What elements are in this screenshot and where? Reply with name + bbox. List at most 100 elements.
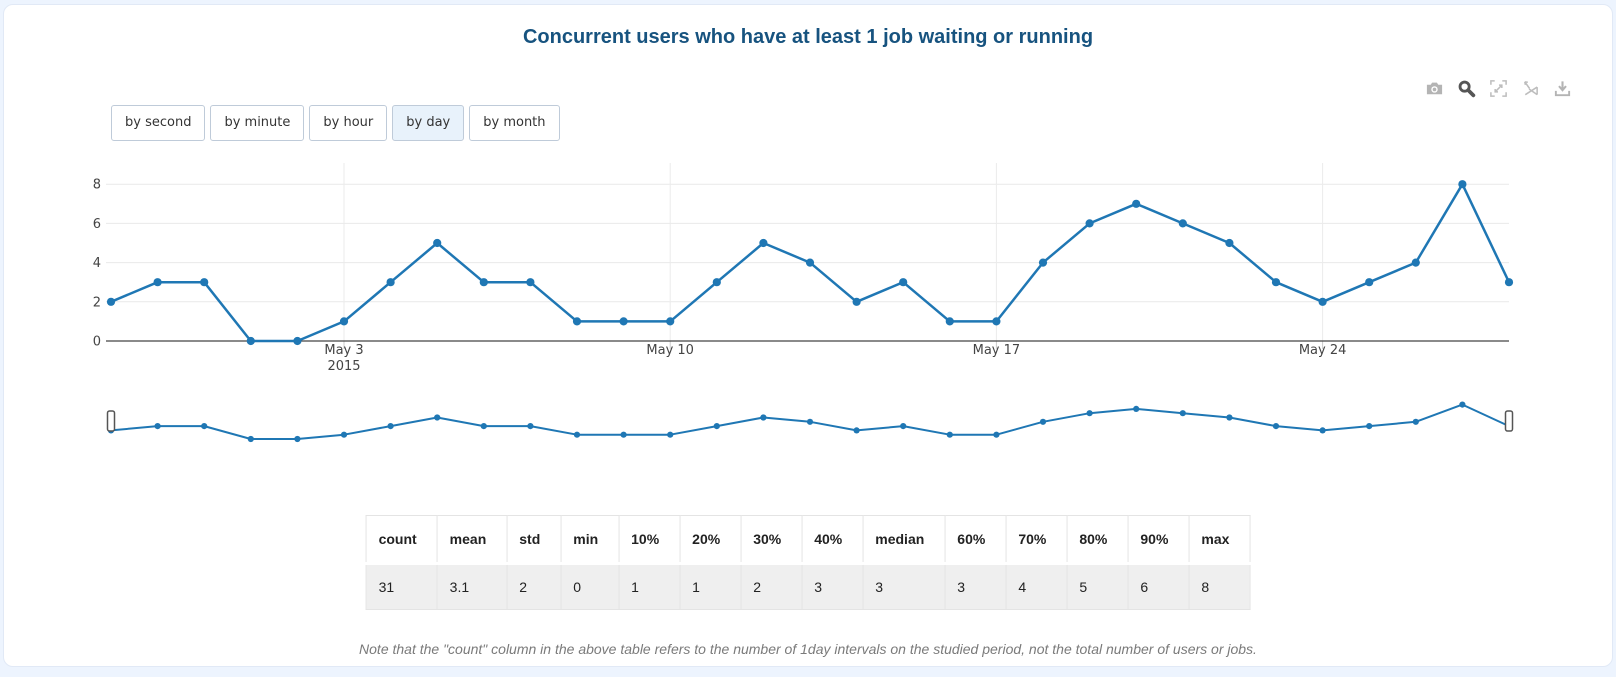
- data-point[interactable]: [386, 278, 395, 287]
- stats-header-cell: mean: [436, 515, 508, 564]
- x-tick-label: May 17: [973, 343, 1021, 358]
- rangeslider-point: [480, 423, 487, 430]
- rangeslider-point: [1366, 423, 1373, 430]
- data-point[interactable]: [619, 317, 628, 326]
- rangeslider-point: [294, 435, 301, 443]
- stats-header-row: count mean std min 10% 20% 30% 40% median 60% 70% 8…: [365, 515, 1251, 564]
- data-point[interactable]: [433, 238, 442, 248]
- interval-button-by-month[interactable]: by month: [469, 105, 560, 142]
- data-point[interactable]: [805, 258, 815, 267]
- rangeslider-point: [527, 423, 534, 430]
- stats-value-cell: 1: [679, 562, 742, 610]
- data-point[interactable]: [1225, 238, 1234, 248]
- stats-header-cell: median: [862, 515, 946, 564]
- rangeslider-point: [1039, 418, 1047, 425]
- data-point[interactable]: [1318, 297, 1327, 306]
- stats-value-cell: 3: [944, 562, 1007, 610]
- interval-button-group: by second by minute by hour by day by mo…: [111, 105, 560, 142]
- data-point[interactable]: [712, 278, 721, 287]
- rangeslider-point: [247, 435, 254, 443]
- data-point[interactable]: [153, 278, 162, 287]
- stats-value-row: 31 3.1 2 0 1 1 2 3 3 3 4 5 6 8: [365, 562, 1251, 610]
- download-icon[interactable]: [1553, 79, 1572, 98]
- interval-button-by-day[interactable]: by day: [392, 105, 465, 142]
- data-point[interactable]: [106, 297, 116, 306]
- stats-header-cell: max: [1188, 515, 1251, 564]
- data-point[interactable]: [1458, 180, 1467, 189]
- plotly-modebar: [1425, 79, 1572, 98]
- x-tick-label: May 24: [1299, 343, 1347, 358]
- rangeslider-handle-right[interactable]: [1504, 410, 1514, 432]
- data-point[interactable]: [945, 317, 954, 326]
- stats-value-cell: 2: [740, 562, 803, 610]
- rangeslider-handle-left[interactable]: [106, 410, 116, 432]
- stats-header-cell: 30%: [740, 515, 803, 564]
- zoom-icon[interactable]: [1457, 79, 1476, 98]
- data-point[interactable]: [899, 278, 908, 287]
- stats-value-cell: 5: [1066, 562, 1129, 610]
- data-point[interactable]: [339, 317, 349, 326]
- data-point[interactable]: [992, 317, 1001, 326]
- footnote-text: Note that the "count" column in the abov…: [359, 641, 1257, 657]
- reset-axes-icon[interactable]: [1521, 79, 1540, 98]
- stats-header-cell: count: [365, 515, 438, 564]
- data-point[interactable]: [246, 336, 255, 346]
- x-tick-sublabel: 2015: [327, 359, 360, 374]
- data-point[interactable]: [1504, 278, 1514, 287]
- data-point[interactable]: [526, 278, 535, 287]
- rangeslider-point: [806, 418, 814, 425]
- data-point[interactable]: [572, 317, 582, 326]
- rangeslider-point: [713, 423, 720, 430]
- data-point[interactable]: [1411, 258, 1420, 267]
- stats-value-cell: 2: [506, 562, 562, 610]
- rangeslider-point: [154, 423, 161, 430]
- rangeslider-point: [667, 431, 674, 438]
- camera-icon[interactable]: [1425, 79, 1444, 98]
- stats-value-cell: 3: [862, 562, 946, 610]
- data-point[interactable]: [1038, 258, 1048, 267]
- autoscale-icon[interactable]: [1489, 79, 1508, 98]
- rangeslider-point: [900, 423, 907, 430]
- stats-header-cell: 70%: [1005, 515, 1068, 564]
- chart-card: Concurrent users who have at least 1 job…: [3, 4, 1613, 667]
- interval-button-by-hour[interactable]: by hour: [309, 105, 388, 142]
- rangeslider-point: [387, 423, 394, 430]
- data-point[interactable]: [200, 278, 209, 287]
- y-tick-label: 2: [93, 295, 101, 310]
- stats-value-cell: 1: [618, 562, 681, 610]
- data-point[interactable]: [1085, 219, 1094, 228]
- stats-header-cell: std: [506, 515, 562, 564]
- rangeslider-point: [573, 431, 581, 438]
- data-point[interactable]: [852, 297, 861, 306]
- y-tick-label: 8: [93, 178, 101, 193]
- stats-value-cell: 3: [801, 562, 864, 610]
- stats-table-container: count mean std min 10% 20% 30% 40% median 60% 70% 8…: [365, 515, 1251, 610]
- data-point[interactable]: [666, 317, 675, 326]
- rangeslider-point: [1133, 405, 1140, 412]
- page-title: Concurrent users who have at least 1 job…: [522, 26, 1094, 48]
- stats-value-cell: 8: [1188, 562, 1251, 610]
- stats-value-cell: 31: [365, 562, 438, 610]
- data-point[interactable]: [1365, 278, 1374, 287]
- data-point[interactable]: [479, 278, 488, 287]
- data-point[interactable]: [1178, 219, 1187, 228]
- rangeslider-point: [1319, 427, 1326, 434]
- rangeslider-point: [340, 431, 348, 438]
- interval-button-by-second[interactable]: by second: [111, 105, 206, 142]
- rangeslider-point: [1179, 410, 1186, 417]
- data-point[interactable]: [1271, 278, 1281, 287]
- y-tick-label: 0: [93, 335, 101, 350]
- interval-button-by-minute[interactable]: by minute: [210, 105, 305, 142]
- stats-header-cell: 60%: [944, 515, 1007, 564]
- data-point[interactable]: [759, 238, 768, 248]
- stats-header-cell: 40%: [801, 515, 864, 564]
- rangeslider-point: [993, 431, 1000, 438]
- stats-value-cell: 0: [560, 562, 620, 610]
- rangeslider-point: [1459, 401, 1466, 408]
- y-tick-label: 6: [93, 217, 101, 232]
- data-point[interactable]: [1132, 199, 1141, 208]
- data-point[interactable]: [293, 336, 302, 346]
- stats-value-cell: 4: [1005, 562, 1068, 610]
- rangeslider-point: [1086, 410, 1093, 417]
